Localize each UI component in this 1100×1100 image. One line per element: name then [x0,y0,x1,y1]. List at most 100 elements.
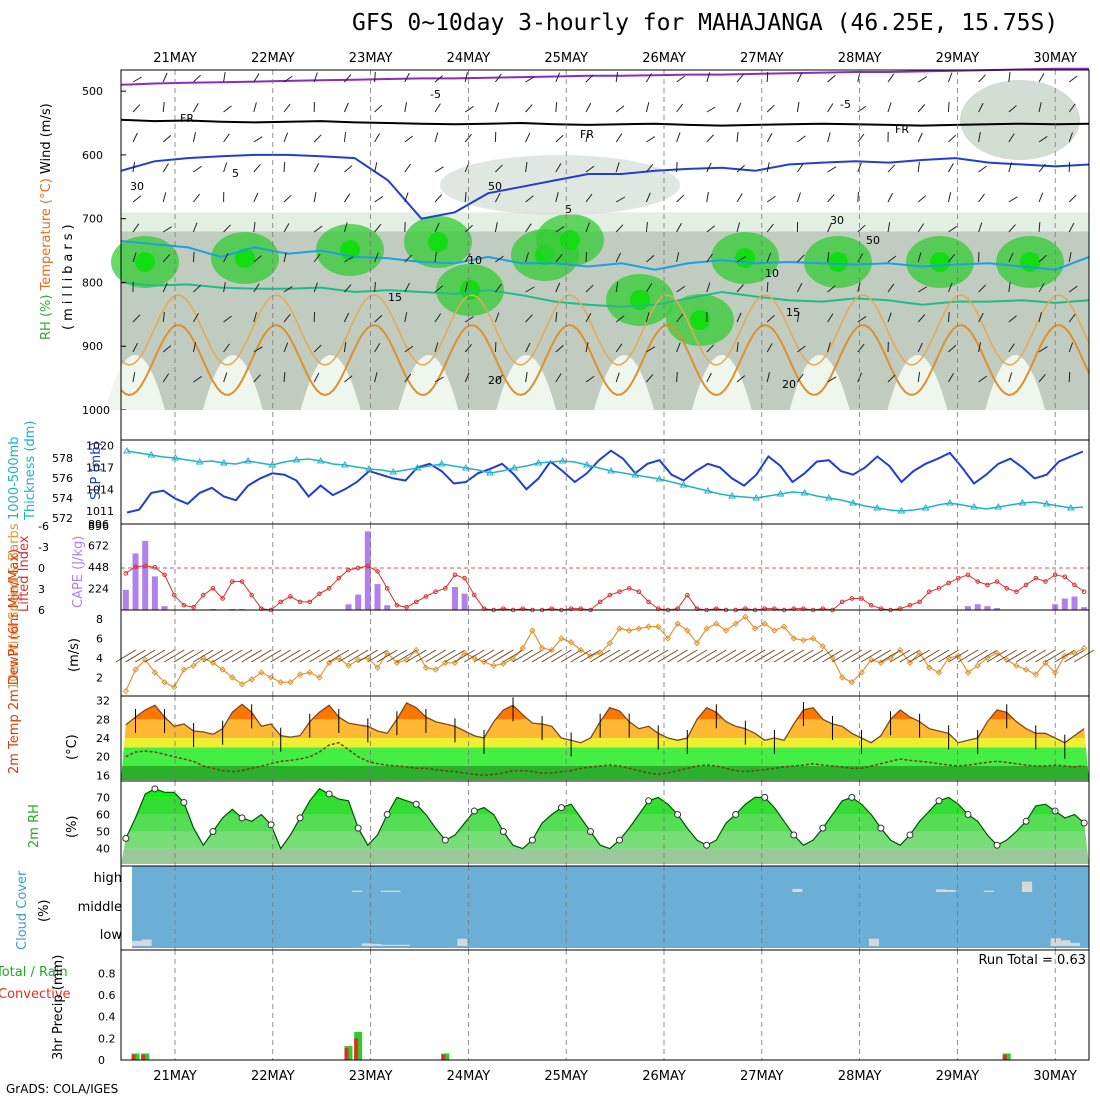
wind-barb [645,192,651,203]
wind-barb [555,254,563,263]
wind-barb [585,313,592,323]
tick-label-temp: 28 [96,713,110,726]
wind-barb [887,192,893,203]
thickness-marker [1042,500,1051,507]
contour-label: -5 [430,88,441,101]
li-marker [907,602,913,608]
wind10-barb [376,649,398,663]
thickness-marker [1066,504,1075,511]
wind-barb [253,164,261,173]
wind10-marker [974,662,981,669]
temp-band [121,719,1089,738]
wind-barb [676,313,684,323]
wind-barb [947,192,952,203]
wind-barb [253,222,256,233]
wind-barb [676,252,680,263]
wind-barb [857,343,865,353]
wind-barb [645,312,650,323]
wind-barb [857,105,867,113]
wind10-marker [238,681,246,688]
wind10-barb [899,649,921,663]
wind-barb [343,132,347,143]
wind-barb [313,72,318,83]
wind10-barb [464,649,485,663]
wind10-marker [306,669,313,676]
wind-barb [283,285,293,293]
wind-barb [646,255,655,263]
wind-barb [1008,72,1011,83]
wind10-marker [771,627,778,634]
precip-conv-bar [1002,1054,1007,1060]
wind-barb [615,133,623,143]
tick-label-pressure: 900 [82,340,103,353]
wind-barb [374,314,383,323]
contour-label: 15 [388,291,402,304]
cloud-cell [390,944,401,946]
wind-barb [1068,342,1074,353]
tick-label-wind: 4 [96,652,103,665]
wind-barb [404,102,408,113]
li-marker [297,599,303,605]
wind-barb [525,76,535,83]
wind10-marker [190,662,197,669]
wind10-barb [531,649,553,663]
wind-barb [434,342,439,353]
wind-barb [313,192,317,203]
footer-credit: GrADS: COLA/IGES [6,1082,119,1096]
cloud-cell [1060,940,1071,946]
wind-barb [585,132,589,143]
wind10-barb [638,649,659,663]
li-marker [326,586,332,591]
wind-barb [1038,254,1047,263]
li-ylabel: Lifted Index [17,535,32,612]
wind10-marker [935,669,943,676]
wind10-barb [851,649,872,663]
isotherm-20 [120,323,1090,397]
wind-barb [887,222,891,233]
wind10-marker [684,627,691,634]
li-marker [152,565,158,570]
rh-marker [703,841,711,849]
rh-marker [790,831,798,839]
li-marker [1081,589,1087,595]
wind-barb [947,72,953,83]
thickness-marker [945,499,954,506]
wind-barb [857,282,861,293]
cloud-level-label: middle [78,900,122,915]
wind-barb [434,166,444,173]
wind10-barb [309,649,330,663]
contour-label: 20 [782,378,796,391]
wind-barb [344,74,352,83]
wind10-marker [287,679,294,686]
wind-barb [313,134,322,143]
wind10-marker [751,625,759,632]
wind-barb [585,102,592,113]
wind-barb [555,373,562,383]
wind-barb [676,194,685,203]
precip-ylabel: 3hr Precip (mm) [51,955,66,1060]
wind-barb [1008,133,1015,143]
rh-upper-patch [440,155,680,215]
slp-ylabel: SLP (mb) [89,441,104,500]
wind-barb [525,162,528,173]
wind10-marker [209,659,217,666]
wind-barb [1008,372,1013,383]
wind-barb [253,73,260,83]
wind-barb [948,253,956,263]
tick-label-thickness: 578 [52,452,73,465]
li-marker [423,594,429,599]
rh-marker [877,824,885,832]
wind10-barb [522,649,543,663]
contour-label: 50 [866,234,880,247]
cape-bar [132,553,139,610]
cloud-cell [390,890,401,892]
date-label-top: 24MAY [447,51,491,66]
wind-barb [193,284,202,293]
date-label-top: 27MAY [740,51,784,66]
wind10-barb [957,649,979,663]
rh-marker [325,790,333,798]
wind-barb [525,104,533,113]
wind10-ylabel: 10m Wind Speed & Barbs [7,523,22,690]
wind-barb [706,106,716,113]
li-marker [336,575,342,581]
